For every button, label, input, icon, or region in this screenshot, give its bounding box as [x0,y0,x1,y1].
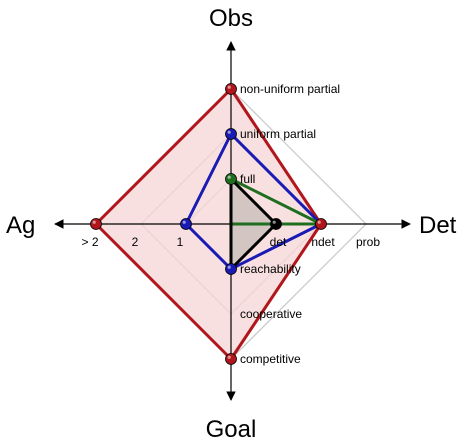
tick-label-goal-1: reachability [240,262,301,276]
point-det-2 [315,218,327,230]
tick-label-obs-2: uniform partial [240,127,316,141]
point-highlight [227,130,231,134]
point-highlight [227,85,231,89]
point-highlight [227,265,231,269]
point-highlight [317,220,321,224]
tick-label-goal-2: cooperative [240,307,302,321]
tick-label-ag-3: > 2 [81,235,98,249]
point-goal-3 [225,353,237,365]
axis-title-obs: Obs [209,5,253,32]
tick-label-ag-1: 1 [177,235,184,249]
point-goal-1 [225,263,237,275]
axis-title-det: Det [419,212,457,239]
point-highlight [272,220,276,224]
tick-label-goal-3: competitive [240,352,301,366]
tick-label-det-1: det [270,235,287,249]
tick-labels: full uniform partial non-uniform partial re… [81,82,380,366]
tick-label-det-2: ndet [311,235,335,249]
axis-title-goal: Goal [206,416,257,443]
tick-label-obs-3: non-uniform partial [240,82,340,96]
point-obs-1 [225,173,237,185]
series-points [90,83,327,365]
point-ag-1 [180,218,192,230]
point-highlight [227,175,231,179]
point-ag-3 [90,218,102,230]
point-det-1 [270,218,282,230]
tick-label-ag-2: 2 [132,235,139,249]
point-highlight [227,355,231,359]
point-obs-2 [225,128,237,140]
tick-label-det-3: prob [356,235,380,249]
point-highlight [92,220,96,224]
axis-title-ag: Ag [6,212,35,239]
point-highlight [182,220,186,224]
point-obs-3 [225,83,237,95]
tick-label-obs-1: full [240,172,255,186]
